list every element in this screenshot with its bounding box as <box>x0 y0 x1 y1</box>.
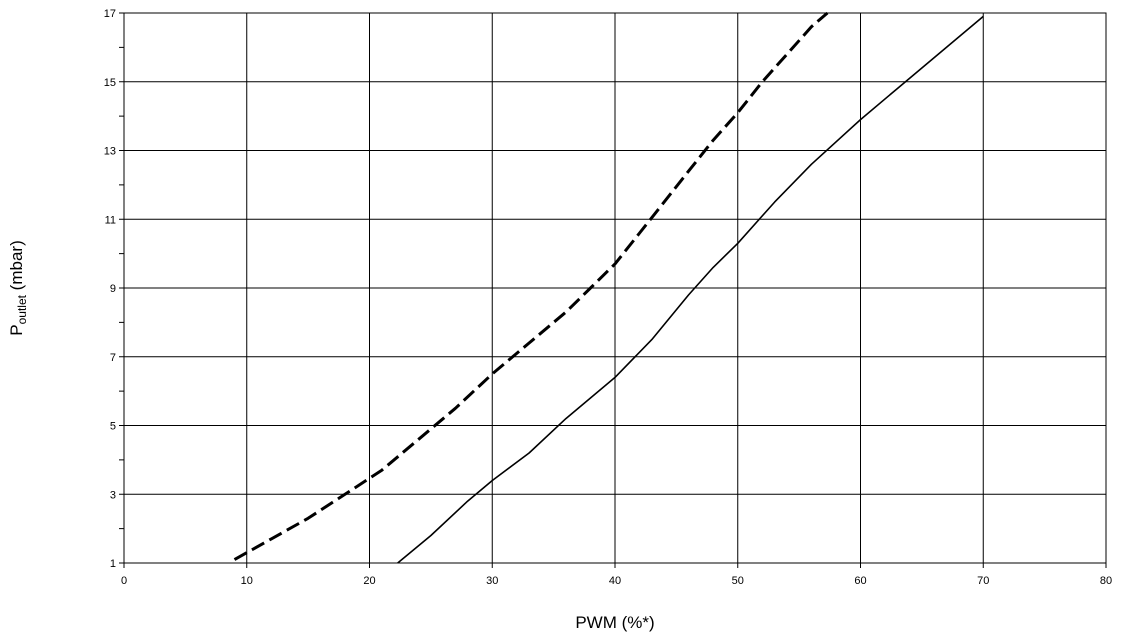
x-axis-title: PWM (%*) <box>575 613 654 632</box>
x-tick-labels: 0 10 20 30 40 50 60 70 80 <box>121 575 1112 587</box>
y-tick-label: 7 <box>110 352 116 364</box>
plot-frame <box>123 12 1107 564</box>
y-tick-label: 17 <box>104 8 116 20</box>
x-tick-label: 40 <box>609 575 621 587</box>
dashed-series-line <box>233 11 829 561</box>
x-tick-label: 10 <box>241 575 253 587</box>
y-tick-label: 13 <box>104 146 116 158</box>
solid-series-line <box>397 15 984 564</box>
y-tick-label: 15 <box>104 77 116 89</box>
y-axis-title-unit: (mbar) <box>7 240 26 295</box>
x-tick-label: 20 <box>363 575 375 587</box>
series-lines <box>233 11 984 564</box>
x-tick-label: 80 <box>1100 575 1112 587</box>
x-tick-label: 70 <box>977 575 989 587</box>
grid-lines <box>123 12 1107 564</box>
x-tick-label: 30 <box>486 575 498 587</box>
y-axis-title-main: P <box>7 324 26 335</box>
y-tick-label: 9 <box>110 283 116 295</box>
y-tick-label: 5 <box>110 421 116 433</box>
y-tick-label: 3 <box>110 489 116 501</box>
x-tick-label: 0 <box>121 575 127 587</box>
y-axis-title-sub: outlet <box>15 294 29 324</box>
x-tick-label: 50 <box>732 575 744 587</box>
x-tick-label: 60 <box>854 575 866 587</box>
minor-ticks <box>119 12 1107 568</box>
y-tick-label: 11 <box>105 214 116 226</box>
y-axis-title: Poutlet (mbar) <box>7 240 29 335</box>
y-tick-label: 1 <box>110 558 116 570</box>
